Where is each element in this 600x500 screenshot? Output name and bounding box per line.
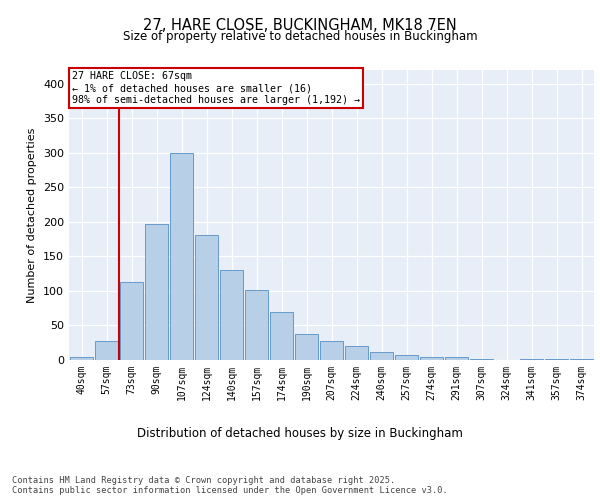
Bar [170, 153, 193, 360]
Text: Size of property relative to detached houses in Buckingham: Size of property relative to detached ho… [122, 30, 478, 43]
Bar [420, 357, 443, 360]
Bar [320, 342, 343, 360]
Bar [395, 355, 418, 360]
Bar [195, 235, 218, 360]
Y-axis label: Number of detached properties: Number of detached properties [28, 128, 37, 302]
Bar [220, 270, 243, 360]
Bar [270, 312, 293, 360]
Text: Contains HM Land Registry data © Crown copyright and database right 2025.
Contai: Contains HM Land Registry data © Crown c… [12, 476, 448, 495]
Bar [245, 290, 268, 360]
Text: 27, HARE CLOSE, BUCKINGHAM, MK18 7EN: 27, HARE CLOSE, BUCKINGHAM, MK18 7EN [143, 18, 457, 32]
Bar [70, 356, 93, 360]
Text: 27 HARE CLOSE: 67sqm
← 1% of detached houses are smaller (16)
98% of semi-detach: 27 HARE CLOSE: 67sqm ← 1% of detached ho… [71, 72, 359, 104]
Bar [345, 346, 368, 360]
Bar [120, 282, 143, 360]
Bar [370, 352, 393, 360]
Bar [145, 224, 168, 360]
Bar [95, 340, 118, 360]
Bar [445, 357, 468, 360]
Bar [295, 334, 318, 360]
Text: Distribution of detached houses by size in Buckingham: Distribution of detached houses by size … [137, 428, 463, 440]
